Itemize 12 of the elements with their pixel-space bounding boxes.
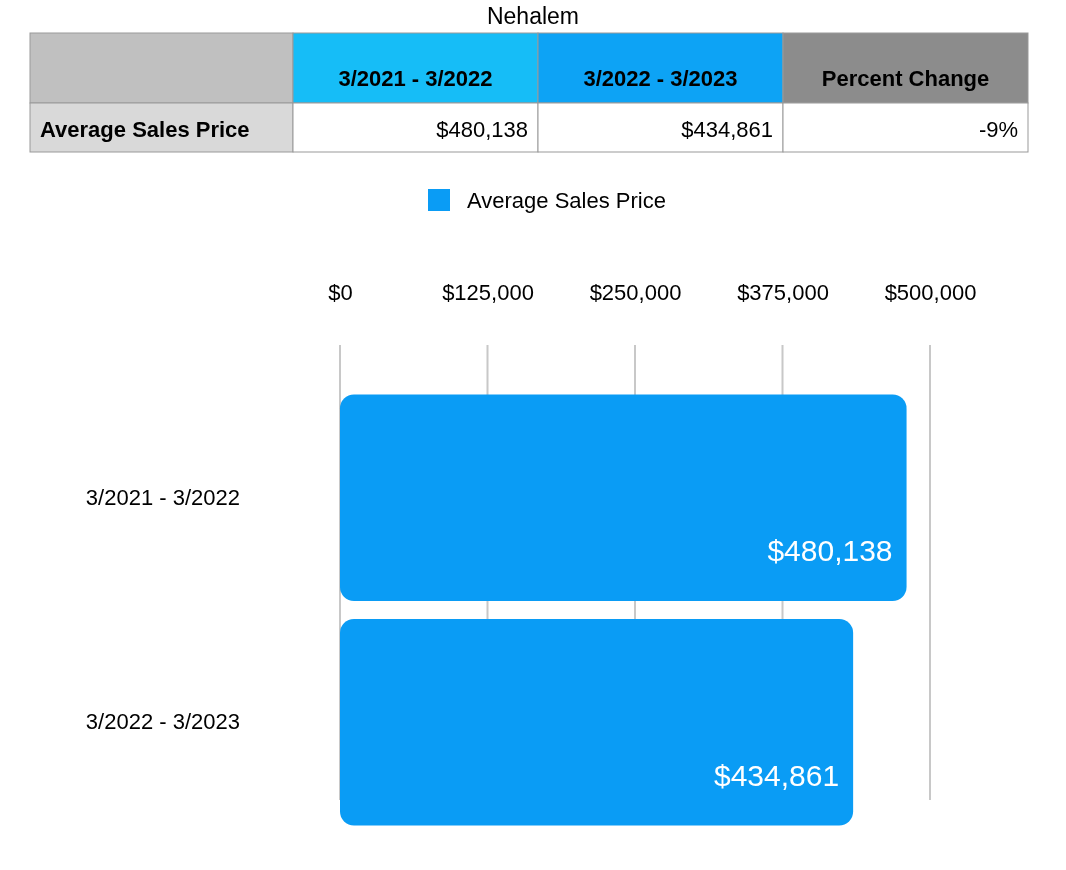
x-tick-label: $125,000 bbox=[442, 280, 534, 305]
data-label: $434,861 bbox=[714, 758, 840, 792]
y-tick-label: 3/2021 - 3/2022 bbox=[85, 484, 240, 510]
x-tick-label: $250,000 bbox=[589, 280, 682, 305]
legend-label: Average Sales Price bbox=[467, 188, 666, 213]
summary-table: Average Sales Price 3/2021 - 3/2022 $480,138 3/2022 - 3/2023 $434,861 Percent Change -9% bbox=[29, 32, 1029, 153]
y-tick-label: 3/2022 - 3/2023 bbox=[85, 709, 240, 735]
x-tick-label: $375,000 bbox=[737, 280, 829, 305]
chart-title: Nehalem bbox=[486, 3, 580, 29]
data-label: $480,138 bbox=[767, 534, 893, 568]
x-tick-label: $0 bbox=[328, 280, 353, 305]
x-tick-label: $500,000 bbox=[884, 280, 977, 305]
